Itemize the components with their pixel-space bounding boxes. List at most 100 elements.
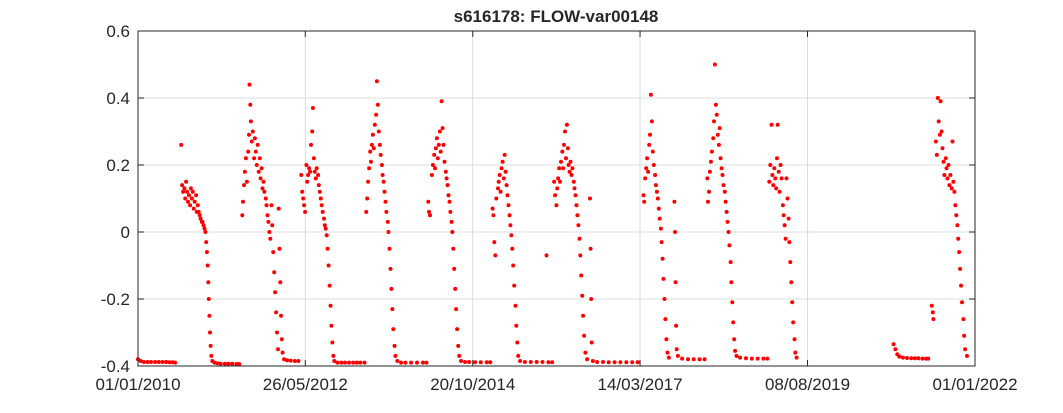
data-point (578, 253, 583, 258)
data-point (569, 173, 574, 177)
data-point (496, 179, 501, 184)
data-point (316, 173, 321, 177)
data-point (184, 179, 189, 184)
chart-title: s616178: FLOW-var00148 (454, 7, 659, 26)
data-point (768, 163, 773, 167)
data-point (950, 139, 955, 144)
data-point (247, 132, 251, 137)
data-point (726, 230, 731, 234)
data-point (491, 213, 496, 218)
data-point (316, 183, 321, 188)
data-point (574, 203, 579, 208)
data-point (714, 112, 719, 117)
data-point (257, 156, 262, 161)
data-point (215, 361, 220, 366)
data-point (558, 179, 562, 184)
data-point (959, 283, 964, 288)
data-point (893, 347, 898, 352)
data-point (450, 230, 455, 234)
data-point (449, 219, 454, 224)
data-point (755, 356, 760, 361)
data-point (457, 353, 462, 358)
data-point (567, 169, 572, 174)
data-point (420, 360, 425, 365)
data-point (942, 173, 947, 177)
data-point (674, 323, 679, 328)
data-point (955, 223, 960, 228)
data-point (160, 360, 165, 364)
data-point (721, 183, 726, 188)
data-point (728, 260, 733, 265)
data-point (242, 169, 247, 174)
data-point (630, 360, 635, 365)
data-point (138, 359, 143, 363)
data-point (424, 360, 429, 365)
data-point (354, 360, 359, 365)
data-point (296, 359, 301, 363)
data-point (204, 250, 209, 255)
data-point (439, 99, 444, 104)
data-point (179, 142, 184, 147)
data-point (580, 293, 585, 298)
data-point (330, 340, 335, 345)
data-point (658, 226, 663, 231)
data-point (276, 206, 281, 211)
data-point (203, 230, 208, 234)
data-point (456, 343, 461, 348)
data-point (451, 246, 456, 251)
data-point (958, 266, 963, 271)
data-point (920, 356, 925, 361)
data-point (326, 263, 331, 268)
data-point (933, 139, 938, 144)
data-point (263, 196, 268, 201)
axes-frame (137, 30, 976, 367)
data-point (343, 360, 347, 365)
data-point (254, 163, 259, 167)
data-point (946, 163, 951, 167)
data-point (715, 132, 720, 137)
data-point (949, 186, 954, 191)
data-point (712, 119, 716, 124)
data-point (383, 199, 388, 204)
data-point (447, 199, 452, 204)
data-point (686, 357, 690, 362)
data-point (939, 129, 944, 134)
data-point (372, 122, 377, 127)
data-point (309, 142, 313, 147)
data-point (779, 176, 784, 181)
data-point (318, 196, 323, 201)
data-point (657, 216, 662, 221)
data-point (438, 149, 443, 154)
data-point (501, 176, 506, 181)
data-point (240, 213, 245, 218)
data-point (794, 355, 799, 360)
data-point (433, 146, 438, 151)
data-point (550, 360, 555, 365)
data-point (665, 350, 670, 355)
data-point (579, 273, 584, 278)
data-point (237, 362, 242, 366)
data-point (783, 236, 788, 241)
data-point (305, 179, 310, 184)
data-point (181, 189, 186, 194)
data-point (666, 355, 671, 360)
data-point (248, 102, 253, 107)
data-point (292, 359, 297, 363)
data-point (324, 233, 329, 238)
data-point (647, 142, 652, 147)
data-point (200, 219, 205, 224)
data-point (274, 310, 279, 315)
data-point (952, 189, 957, 194)
data-point (443, 169, 448, 174)
data-point (384, 209, 389, 214)
data-point (302, 203, 307, 208)
data-point (442, 159, 447, 164)
data-point (226, 361, 231, 366)
data-point (644, 166, 649, 171)
data-point (241, 199, 245, 204)
data-point (963, 347, 968, 352)
data-point (279, 337, 284, 342)
data-point (273, 290, 278, 295)
data-point (244, 179, 249, 184)
data-point (775, 122, 780, 127)
